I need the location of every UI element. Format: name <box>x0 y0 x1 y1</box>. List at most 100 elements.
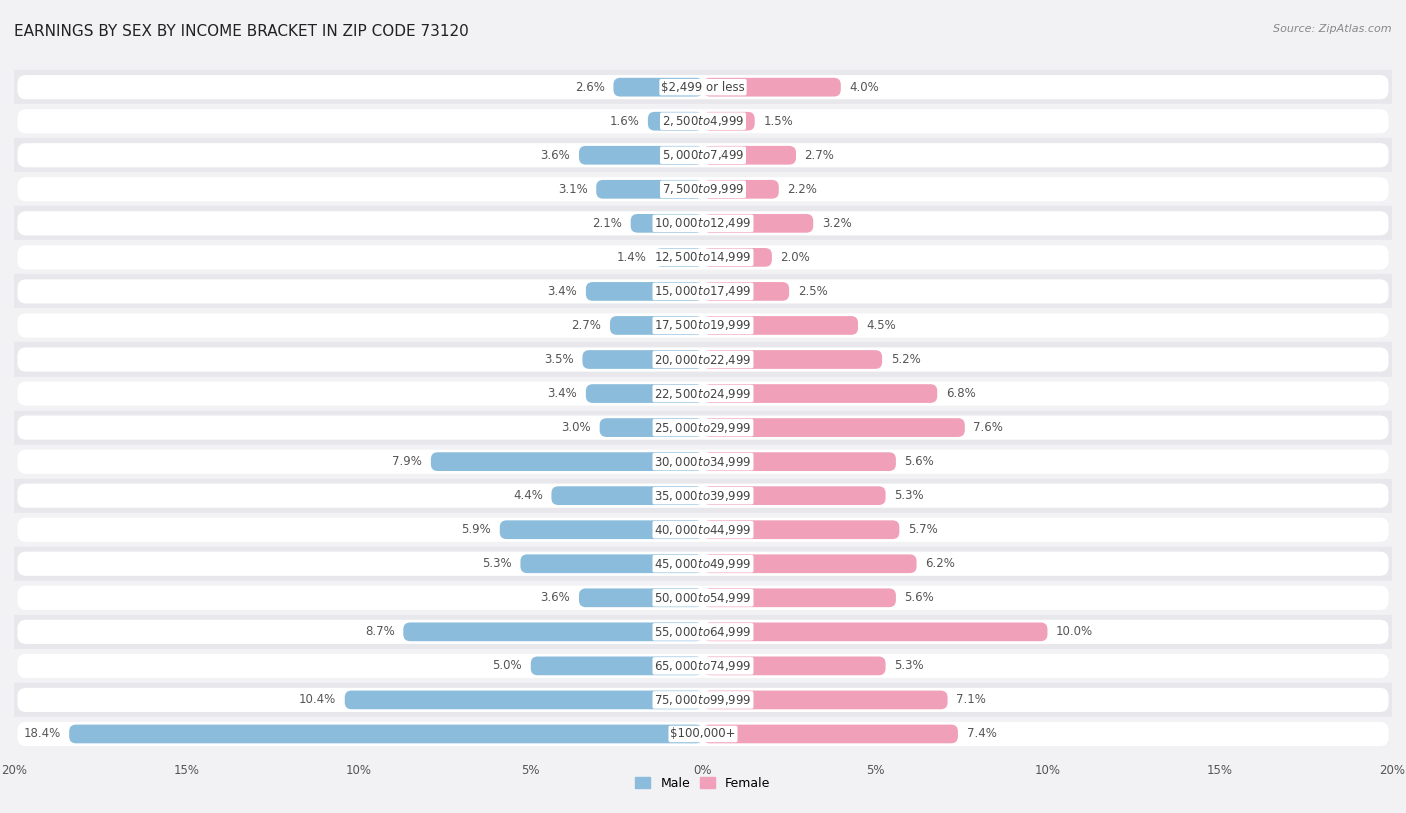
Bar <box>0 683 1406 717</box>
Bar <box>0 479 1406 513</box>
Text: Source: ZipAtlas.com: Source: ZipAtlas.com <box>1274 24 1392 34</box>
FancyBboxPatch shape <box>703 146 796 164</box>
FancyBboxPatch shape <box>599 418 703 437</box>
FancyBboxPatch shape <box>703 554 917 573</box>
FancyBboxPatch shape <box>703 486 886 505</box>
Text: 3.0%: 3.0% <box>561 421 591 434</box>
FancyBboxPatch shape <box>520 554 703 573</box>
FancyBboxPatch shape <box>404 623 703 641</box>
Text: 7.6%: 7.6% <box>973 421 1004 434</box>
Text: $22,500 to $24,999: $22,500 to $24,999 <box>654 386 752 401</box>
Text: 2.6%: 2.6% <box>575 80 605 93</box>
Text: 4.0%: 4.0% <box>849 80 879 93</box>
FancyBboxPatch shape <box>582 350 703 369</box>
FancyBboxPatch shape <box>430 452 703 471</box>
FancyBboxPatch shape <box>17 109 1389 133</box>
Bar <box>0 138 1406 172</box>
FancyBboxPatch shape <box>551 486 703 505</box>
Text: EARNINGS BY SEX BY INCOME BRACKET IN ZIP CODE 73120: EARNINGS BY SEX BY INCOME BRACKET IN ZIP… <box>14 24 468 39</box>
Bar <box>0 207 1406 241</box>
FancyBboxPatch shape <box>703 248 772 267</box>
FancyBboxPatch shape <box>703 418 965 437</box>
Bar <box>0 342 1406 376</box>
Text: 3.1%: 3.1% <box>558 183 588 196</box>
FancyBboxPatch shape <box>596 180 703 198</box>
FancyBboxPatch shape <box>17 313 1389 337</box>
FancyBboxPatch shape <box>17 347 1389 372</box>
Text: 2.2%: 2.2% <box>787 183 817 196</box>
Bar <box>0 172 1406 207</box>
Bar <box>0 513 1406 546</box>
FancyBboxPatch shape <box>703 589 896 607</box>
Text: $2,500 to $4,999: $2,500 to $4,999 <box>662 114 744 128</box>
Text: 2.7%: 2.7% <box>571 319 602 332</box>
FancyBboxPatch shape <box>586 385 703 403</box>
Text: 4.5%: 4.5% <box>866 319 897 332</box>
Text: 5.3%: 5.3% <box>894 489 924 502</box>
FancyBboxPatch shape <box>17 211 1389 236</box>
Bar <box>0 308 1406 342</box>
FancyBboxPatch shape <box>17 518 1389 541</box>
FancyBboxPatch shape <box>655 248 703 267</box>
Text: $20,000 to $22,499: $20,000 to $22,499 <box>654 353 752 367</box>
FancyBboxPatch shape <box>703 350 882 369</box>
Text: 2.7%: 2.7% <box>804 149 835 162</box>
FancyBboxPatch shape <box>703 724 957 743</box>
FancyBboxPatch shape <box>703 657 886 676</box>
FancyBboxPatch shape <box>344 690 703 709</box>
FancyBboxPatch shape <box>17 688 1389 712</box>
Text: $55,000 to $64,999: $55,000 to $64,999 <box>654 625 752 639</box>
FancyBboxPatch shape <box>17 654 1389 678</box>
Text: 7.9%: 7.9% <box>392 455 422 468</box>
Text: 2.1%: 2.1% <box>592 217 621 230</box>
FancyBboxPatch shape <box>703 690 948 709</box>
FancyBboxPatch shape <box>703 180 779 198</box>
Text: 8.7%: 8.7% <box>366 625 395 638</box>
FancyBboxPatch shape <box>703 78 841 97</box>
FancyBboxPatch shape <box>610 316 703 335</box>
FancyBboxPatch shape <box>17 280 1389 303</box>
FancyBboxPatch shape <box>17 722 1389 746</box>
FancyBboxPatch shape <box>17 143 1389 167</box>
FancyBboxPatch shape <box>703 385 938 403</box>
FancyBboxPatch shape <box>586 282 703 301</box>
FancyBboxPatch shape <box>703 214 813 233</box>
Text: $65,000 to $74,999: $65,000 to $74,999 <box>654 659 752 673</box>
Text: 5.3%: 5.3% <box>482 557 512 570</box>
Text: $50,000 to $54,999: $50,000 to $54,999 <box>654 591 752 605</box>
FancyBboxPatch shape <box>17 484 1389 508</box>
Text: $10,000 to $12,499: $10,000 to $12,499 <box>654 216 752 230</box>
Text: 5.6%: 5.6% <box>904 591 934 604</box>
Legend: Male, Female: Male, Female <box>630 772 776 795</box>
Bar <box>0 445 1406 479</box>
Bar <box>0 717 1406 751</box>
FancyBboxPatch shape <box>17 75 1389 99</box>
Text: 5.3%: 5.3% <box>894 659 924 672</box>
FancyBboxPatch shape <box>17 177 1389 202</box>
Text: $15,000 to $17,499: $15,000 to $17,499 <box>654 285 752 298</box>
Text: 5.6%: 5.6% <box>904 455 934 468</box>
Text: 6.2%: 6.2% <box>925 557 955 570</box>
Bar <box>0 615 1406 649</box>
Text: $30,000 to $34,999: $30,000 to $34,999 <box>654 454 752 468</box>
Text: 4.4%: 4.4% <box>513 489 543 502</box>
Text: 3.6%: 3.6% <box>541 591 571 604</box>
Text: $100,000+: $100,000+ <box>671 728 735 741</box>
Bar <box>0 580 1406 615</box>
FancyBboxPatch shape <box>17 246 1389 269</box>
FancyBboxPatch shape <box>613 78 703 97</box>
FancyBboxPatch shape <box>17 585 1389 610</box>
FancyBboxPatch shape <box>703 452 896 471</box>
Bar <box>0 376 1406 411</box>
FancyBboxPatch shape <box>579 146 703 164</box>
FancyBboxPatch shape <box>69 724 703 743</box>
Text: 2.5%: 2.5% <box>797 285 828 298</box>
Bar <box>0 275 1406 308</box>
FancyBboxPatch shape <box>531 657 703 676</box>
Text: 1.4%: 1.4% <box>616 251 647 264</box>
Text: $40,000 to $44,999: $40,000 to $44,999 <box>654 523 752 537</box>
Text: 3.4%: 3.4% <box>547 285 578 298</box>
Text: 7.1%: 7.1% <box>956 693 986 706</box>
Text: 5.2%: 5.2% <box>891 353 921 366</box>
Text: $5,000 to $7,499: $5,000 to $7,499 <box>662 148 744 163</box>
